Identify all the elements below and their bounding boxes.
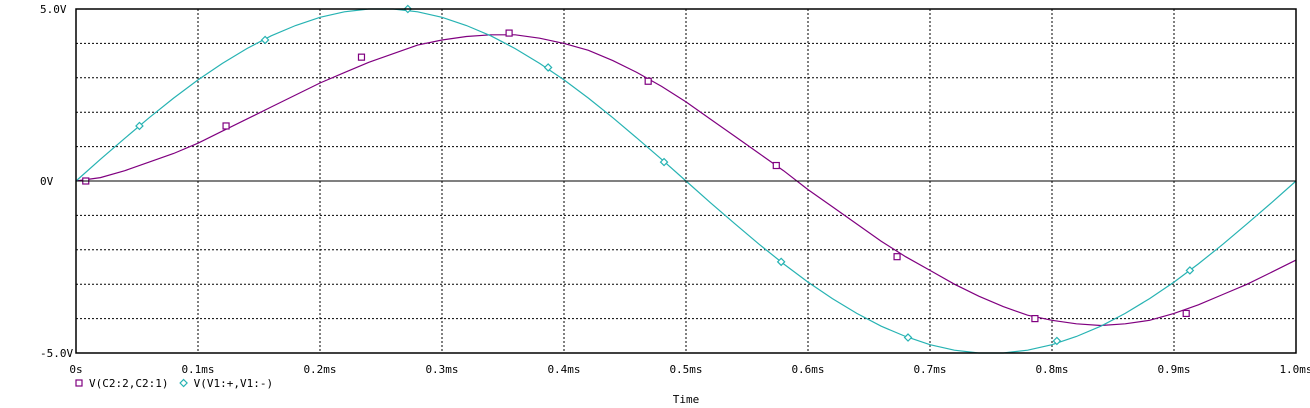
legend: V(C2:2,C2:1) V(V1:+,V1:-) <box>75 377 273 390</box>
x-tick-label: 0.8ms <box>1035 363 1068 376</box>
x-tick-label: 0s <box>69 363 82 376</box>
x-tick-label: 0.6ms <box>791 363 824 376</box>
series-marker-square <box>1182 309 1190 318</box>
axes <box>75 8 1297 354</box>
series-marker-diamond <box>260 35 270 45</box>
series-marker-diamond <box>543 63 553 72</box>
series-marker-square <box>893 253 901 261</box>
series-marker-diamond <box>776 257 786 267</box>
series-marker-square <box>772 161 780 170</box>
x-tick-label: 0.5ms <box>669 363 702 376</box>
series-marker-diamond <box>903 333 913 342</box>
x-axis-label: Time <box>673 393 700 406</box>
x-tick-label: 0.1ms <box>181 363 214 376</box>
y-tick-label: 0V <box>40 175 54 188</box>
series-marker-diamond <box>1052 336 1062 346</box>
x-tick-label: 0.2ms <box>303 363 336 376</box>
tick-labels: 0s 0.1ms 0.2ms 0.3ms 0.4ms 0.5ms 0.6ms 0.7ms 0.8… <box>40 3 1310 376</box>
series-marker-square <box>505 29 513 37</box>
series-marker-diamond <box>1185 266 1195 275</box>
y-tick-label: -5.0V <box>40 347 73 360</box>
x-tick-label: 0.4ms <box>547 363 580 376</box>
x-tick-label: 0.7ms <box>913 363 946 376</box>
x-tick-label: 0.9ms <box>1157 363 1190 376</box>
legend-marker-diamond <box>179 378 188 388</box>
series-marker-square <box>222 122 230 130</box>
y-tick-label: 5.0V <box>40 3 67 16</box>
series-line-1 <box>75 34 1297 327</box>
legend-label: V(V1:+,V1:-) <box>194 377 273 390</box>
series-marker-diamond <box>135 121 144 131</box>
x-tick-label: 1.0ms <box>1279 363 1310 376</box>
legend-label: V(C2:2,C2:1) <box>89 377 168 390</box>
legend-marker-square <box>75 379 83 387</box>
x-tick-label: 0.3ms <box>425 363 458 376</box>
grid <box>76 9 1296 353</box>
series-marker-square <box>1031 315 1039 323</box>
series-marker-square <box>357 53 366 61</box>
series-marker-diamond <box>659 157 669 167</box>
series-marker-square <box>644 77 652 85</box>
